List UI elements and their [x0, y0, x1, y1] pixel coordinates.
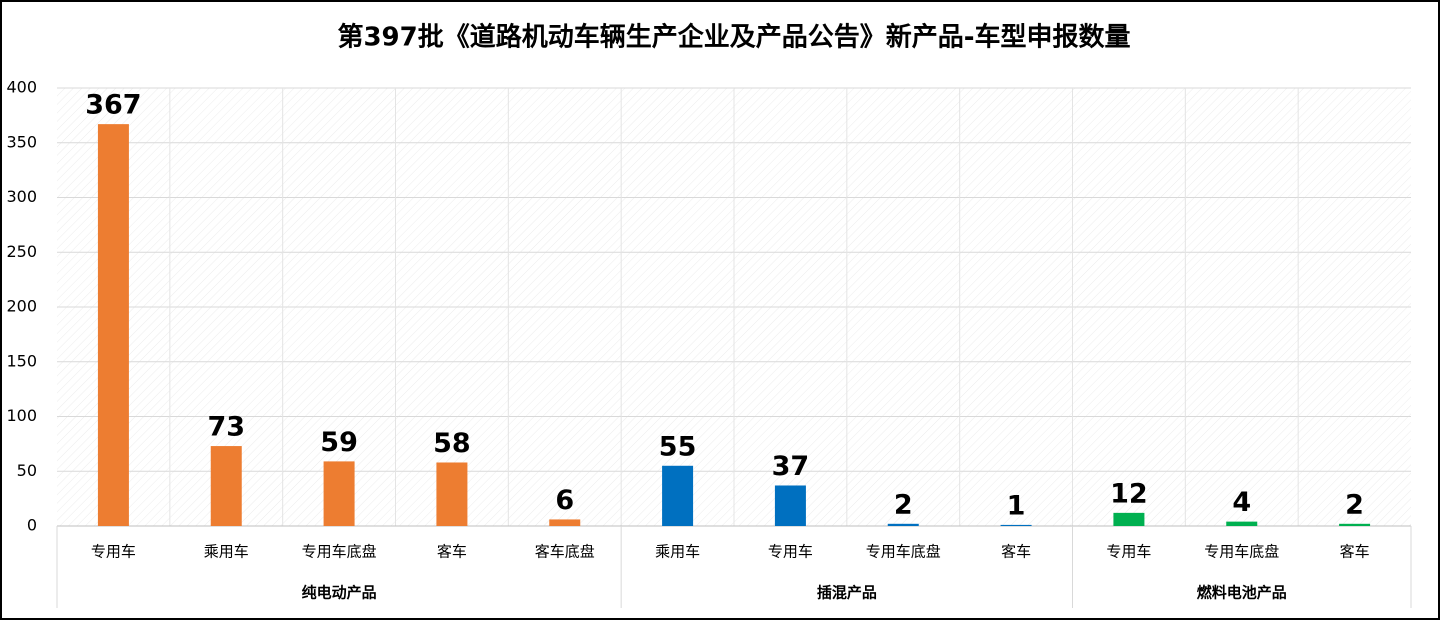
y-tick-label: 150 — [6, 351, 37, 370]
y-tick-label: 0 — [27, 516, 37, 535]
x-tick-label: 专用车底盘 — [302, 543, 377, 561]
x-tick-label: 乘用车 — [204, 543, 249, 561]
bar — [887, 523, 919, 526]
data-label: 59 — [320, 427, 358, 458]
data-label: 37 — [772, 451, 810, 482]
bar — [210, 446, 242, 526]
y-tick-label: 200 — [6, 297, 37, 316]
group-label: 插混产品 — [817, 584, 877, 602]
bar — [1339, 523, 1371, 526]
data-label: 2 — [1345, 489, 1364, 520]
bar — [1226, 521, 1258, 526]
y-tick-label: 50 — [17, 461, 37, 480]
bar — [1113, 512, 1145, 526]
data-label: 2 — [894, 489, 913, 520]
data-label: 4 — [1232, 487, 1251, 518]
group-label: 纯电动产品 — [302, 584, 377, 602]
chart-title: 第397批《道路机动车辆生产企业及产品公告》新产品-车型申报数量 — [337, 22, 1130, 53]
x-tick-label: 乘用车 — [655, 543, 700, 561]
x-tick-label: 客车 — [1340, 543, 1370, 561]
x-tick-label: 专用车 — [1106, 543, 1151, 561]
x-tick-label: 专用车底盘 — [866, 543, 941, 561]
data-label: 12 — [1110, 478, 1148, 509]
data-label: 367 — [85, 90, 141, 121]
x-tick-label: 专用车 — [91, 543, 136, 561]
y-tick-label: 400 — [6, 78, 37, 97]
x-tick-label: 专用车 — [768, 543, 813, 561]
x-tick-label: 专用车底盘 — [1204, 543, 1279, 561]
data-label: 1 — [1007, 490, 1026, 521]
bar — [97, 124, 129, 526]
y-tick-label: 100 — [6, 406, 37, 425]
bar — [774, 485, 806, 526]
bar — [436, 462, 468, 526]
group-label: 燃料电池产品 — [1197, 584, 1287, 602]
bar — [1000, 524, 1032, 526]
data-label: 55 — [659, 431, 697, 462]
x-tick-label: 客车 — [437, 543, 467, 561]
y-tick-label: 350 — [6, 132, 37, 151]
bar — [662, 465, 694, 526]
bar — [323, 461, 355, 526]
x-tick-label: 客车 — [1001, 543, 1031, 561]
data-label: 58 — [433, 428, 471, 459]
data-label: 6 — [555, 485, 574, 516]
y-tick-label: 250 — [6, 242, 37, 261]
data-label: 73 — [207, 412, 245, 443]
x-tick-label: 客车底盘 — [535, 543, 595, 561]
bar — [549, 519, 581, 526]
y-tick-label: 300 — [6, 187, 37, 206]
